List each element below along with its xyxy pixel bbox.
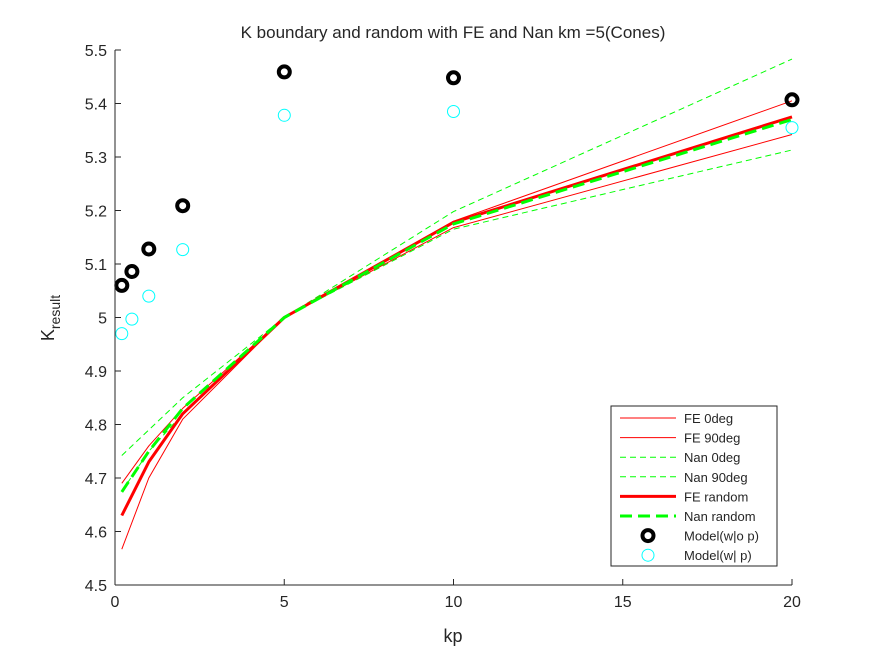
x-tick-label: 10 <box>445 594 463 611</box>
series-nan-0deg <box>121 58 793 456</box>
data-point-model-w-o-p <box>784 92 800 108</box>
y-axis-label-main: K <box>38 329 58 341</box>
y-tick-label: 5.2 <box>85 204 107 221</box>
legend: FE 0deg FE 90deg Nan 0deg Nan 90deg FE rando… <box>610 405 778 567</box>
legend-box <box>610 405 778 567</box>
y-tick-label: 4.6 <box>85 525 107 542</box>
data-point-model-w-p <box>447 105 460 118</box>
legend-swatch-model-w-p <box>641 548 655 562</box>
legend-label-model-w-p: Model(w| p) <box>684 548 752 563</box>
series-model-w-p <box>115 105 799 341</box>
series-line-nan-0deg <box>121 58 793 456</box>
y-tick-label: 5.5 <box>85 43 107 60</box>
y-axis-label: Kresult <box>38 295 63 341</box>
series-fe-90deg <box>121 134 793 550</box>
legend-label-fe-random: FE random <box>684 489 748 504</box>
data-point-model-w-o-p <box>175 198 191 214</box>
series-line-fe-random <box>120 115 793 517</box>
data-point-model-w-o-p <box>124 264 140 279</box>
series-line-fe-90deg <box>121 134 793 550</box>
series-line-nan-random <box>120 118 793 493</box>
data-point-model-w-p <box>176 243 190 257</box>
legend-items: FE 0deg FE 90deg Nan 0deg Nan 90deg FE rando… <box>620 411 759 563</box>
data-point-model-w-p <box>142 289 156 303</box>
y-tick-label: 5.1 <box>85 257 107 274</box>
data-point-model-w-p <box>785 121 799 135</box>
legend-label-nan-90deg: Nan 90deg <box>684 470 748 485</box>
legend-swatch-model-w-o-p <box>640 528 656 544</box>
data-point-model-w-o-p <box>141 241 157 257</box>
chart-title: K boundary and random with FE and Nan km… <box>241 23 666 42</box>
y-tick-label: 4.5 <box>85 578 107 595</box>
legend-label-fe-0deg: FE 0deg <box>684 411 733 426</box>
data-point-model-w-p <box>277 108 291 122</box>
series-nan-random <box>120 118 793 493</box>
x-tick-label: 20 <box>783 594 801 611</box>
data-point-model-w-o-p <box>114 277 130 293</box>
y-axis-label-sub: result <box>47 295 63 329</box>
legend-label-fe-90deg: FE 90deg <box>684 431 740 446</box>
y-tick-label: 4.8 <box>85 418 107 435</box>
series-model-w-o-p <box>114 64 800 293</box>
data-point-model-w-o-p <box>276 64 292 80</box>
legend-label-nan-0deg: Nan 0deg <box>684 450 740 465</box>
data-point-model-w-p <box>125 312 139 326</box>
y-tick-label: 4.7 <box>85 471 107 488</box>
x-axis-label: kp <box>443 626 462 646</box>
y-tick-label: 5 <box>98 311 107 328</box>
x-tick-label: 0 <box>111 594 120 611</box>
y-tick-label: 4.9 <box>85 364 107 381</box>
y-tick-label: 5.4 <box>85 97 107 114</box>
legend-label-model-w-o-p: Model(w|o p) <box>684 529 759 544</box>
series-layer <box>114 58 800 550</box>
data-point-model-w-p <box>115 327 129 341</box>
series-fe-random <box>120 115 793 517</box>
x-tick-label: 15 <box>614 594 632 611</box>
y-tick-label: 5.3 <box>85 150 107 167</box>
legend-label-nan-random: Nan random <box>684 509 756 524</box>
ticks-layer: 0 5 10 15 20 4.5 4.6 4.7 4.8 4.9 5 5.1 5.2 5.3 5.4 5.5 <box>85 43 801 611</box>
data-point-model-w-o-p <box>446 70 461 86</box>
x-tick-label: 5 <box>280 594 289 611</box>
